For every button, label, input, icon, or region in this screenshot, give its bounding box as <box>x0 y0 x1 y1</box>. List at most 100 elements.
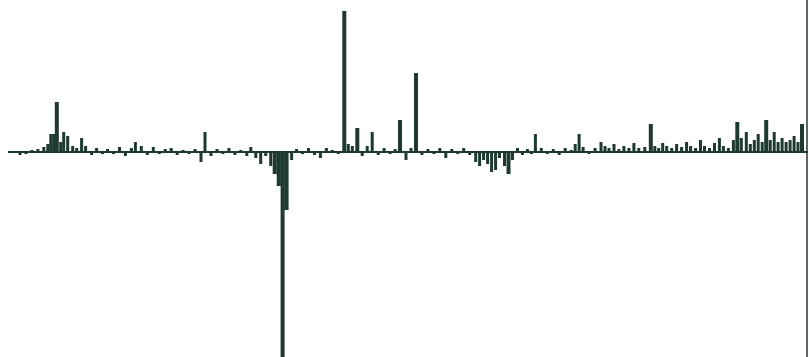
bar-99 <box>529 152 533 154</box>
bar-35 <box>199 152 203 162</box>
bar-96 <box>516 148 519 152</box>
bar-114 <box>607 148 611 152</box>
bar-70 <box>382 148 386 152</box>
bar-80 <box>438 148 442 152</box>
bar-31 <box>175 152 179 155</box>
bar-33 <box>187 152 191 154</box>
bar-132 <box>694 148 698 152</box>
bar-9 <box>59 142 63 152</box>
bar-7 <box>52 134 56 152</box>
bar-38 <box>215 149 219 152</box>
bar-47 <box>264 152 268 156</box>
bar-95 <box>511 152 514 160</box>
bar-32 <box>181 150 185 152</box>
bar-17 <box>95 148 99 152</box>
bar-82 <box>450 149 454 152</box>
bar-1 <box>24 152 28 154</box>
bar-149 <box>768 140 772 152</box>
bar-94 <box>506 152 511 174</box>
bar-65 <box>355 128 360 152</box>
bar-131 <box>689 146 693 152</box>
bar-73 <box>398 120 402 152</box>
bar-39 <box>221 152 225 154</box>
bar-140 <box>731 140 735 152</box>
bar-24 <box>133 142 137 152</box>
bar-5 <box>46 144 50 152</box>
bar-126 <box>665 146 669 152</box>
bar-148 <box>764 120 769 152</box>
bar-128 <box>675 144 679 152</box>
bar-116 <box>617 149 621 152</box>
bar-29 <box>163 149 167 152</box>
bar-150 <box>772 132 776 152</box>
bar-27 <box>151 147 155 152</box>
bar-16 <box>90 152 94 155</box>
bar-137 <box>717 138 721 152</box>
bar-69 <box>376 152 380 155</box>
bar-103 <box>551 149 555 152</box>
bar-153 <box>784 142 788 152</box>
bar-51 <box>280 152 285 357</box>
bar-145 <box>752 140 756 152</box>
bar-151 <box>776 142 780 152</box>
bar-135 <box>708 148 711 152</box>
bar-105 <box>563 148 567 152</box>
bar-118 <box>627 148 631 152</box>
bar-124 <box>657 148 661 152</box>
bar-156 <box>796 142 800 152</box>
bar-12 <box>71 146 75 152</box>
bar-112 <box>599 142 603 152</box>
bar-58 <box>318 152 322 158</box>
bar-104 <box>557 152 561 155</box>
bar-122 <box>648 124 653 152</box>
bar-121 <box>643 147 647 152</box>
bar-144 <box>748 144 752 152</box>
bar-139 <box>726 148 730 152</box>
bar-group <box>18 11 804 357</box>
bar-50 <box>276 152 281 186</box>
bar-61 <box>336 152 340 154</box>
bar-53 <box>290 152 294 160</box>
bar-43 <box>245 152 249 156</box>
bar-90 <box>490 152 494 172</box>
bar-146 <box>756 134 760 152</box>
bar-81 <box>444 152 448 158</box>
bar-130 <box>685 142 689 152</box>
bar-14 <box>80 138 84 152</box>
bar-88 <box>482 152 486 160</box>
bar-49 <box>272 152 277 174</box>
bar-127 <box>670 148 674 152</box>
bar-4 <box>42 147 46 152</box>
bar-109 <box>581 147 585 152</box>
bar-136 <box>713 143 716 152</box>
bar-138 <box>721 146 725 152</box>
bar-20 <box>112 152 115 154</box>
bar-101 <box>539 148 543 152</box>
bar-2 <box>30 150 34 152</box>
bar-120 <box>637 148 641 152</box>
bar-59 <box>324 148 328 152</box>
bar-52 <box>284 152 289 210</box>
bar-63 <box>346 144 350 152</box>
bar-25 <box>139 146 143 152</box>
bar-21 <box>118 147 121 152</box>
bar-125 <box>661 143 665 152</box>
bar-26 <box>145 152 149 155</box>
bar-115 <box>612 144 616 152</box>
bar-55 <box>301 152 304 154</box>
bar-67 <box>365 146 369 152</box>
bar-154 <box>788 140 792 152</box>
bar-6 <box>49 134 53 152</box>
bar-74 <box>404 152 408 160</box>
bar-119 <box>632 143 636 152</box>
bar-19 <box>106 149 109 152</box>
bar-18 <box>101 152 104 154</box>
bar-91 <box>494 152 498 170</box>
bar-48 <box>269 152 273 166</box>
bar-78 <box>426 149 430 152</box>
bar-30 <box>169 148 173 152</box>
bar-86 <box>474 152 478 162</box>
bar-44 <box>249 147 253 152</box>
